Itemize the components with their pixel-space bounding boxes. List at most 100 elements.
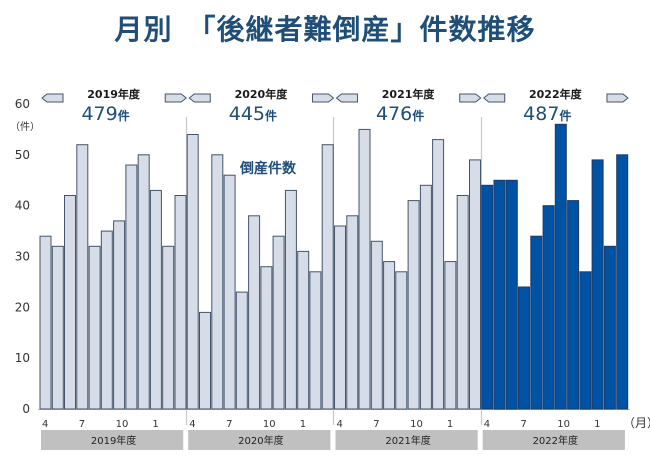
bar-2021年度-2: [456, 195, 469, 410]
x-tick-label: 1: [594, 419, 600, 430]
fiscal-year-total: 445件: [229, 103, 277, 125]
x-axis: 4 7 10 1 2019年度 4 7 10 1 2020年度 4 7 10 1 2021年度 4 7 10 1 20…: [41, 419, 625, 450]
fiscal-year-total-value: 487: [523, 103, 559, 125]
bar-2020年度-12: [284, 189, 297, 410]
fiscal-year-band-label: 2022年度: [533, 434, 578, 447]
right-arrow-icon: [606, 93, 629, 103]
x-tick-label: 1: [447, 419, 453, 430]
y-tick-label: 60: [15, 97, 30, 111]
bar-2021年度-10: [407, 200, 420, 410]
fiscal-year-label: 2019年度: [87, 87, 141, 101]
bar-2019年度-3: [174, 195, 187, 410]
bar-2022年度-3: [616, 154, 629, 410]
x-tick-label: 10: [263, 419, 276, 430]
fiscal-year-label: 2020年度: [235, 87, 289, 101]
fiscal-year-total-value: 445: [229, 103, 265, 125]
x-tick-label: 7: [79, 419, 85, 430]
fiscal-year-total-value: 476: [376, 103, 412, 125]
y-tick-label: 0: [22, 402, 30, 416]
fiscal-year-total: 476件: [376, 103, 424, 125]
bar-2022年度-7: [518, 286, 530, 410]
x-tick-label: 4: [484, 419, 490, 430]
x-tick-label: 4: [337, 419, 343, 430]
x-axis-unit-label: （月）: [623, 416, 650, 430]
bar-2021年度-8: [383, 261, 396, 410]
bar-2022年度-6: [505, 179, 518, 410]
fiscal-year-total: 487件: [523, 103, 571, 125]
bar-2019年度-11: [125, 164, 138, 410]
y-tick-label: 40: [15, 199, 30, 213]
x-tick-label: 1: [152, 419, 158, 430]
bar-2019年度-1: [149, 189, 162, 410]
right-arrow-icon: [459, 93, 482, 103]
right-arrow-icon: [311, 93, 335, 103]
series-label: 倒産件数: [239, 160, 297, 177]
bar-2021年度-11: [419, 184, 432, 410]
bar-2022年度-10: [554, 123, 567, 410]
bar-2019年度-6: [64, 195, 76, 410]
bar-2021年度-4: [334, 225, 346, 410]
bar-2021年度-9: [395, 271, 408, 410]
bar-2019年度-2: [162, 245, 175, 410]
bar-2021年度-3: [469, 159, 481, 410]
x-tick-label: 10: [410, 419, 423, 430]
bar-2020年度-6: [211, 154, 224, 410]
bars: [39, 123, 629, 410]
bar-2020年度-5: [199, 311, 211, 410]
bar-2022年度-1: [591, 159, 604, 410]
fiscal-year-band: [335, 430, 478, 450]
x-tick-label: 1: [300, 419, 306, 430]
fiscal-year-band: [482, 430, 625, 450]
fiscal-year-label: 2021年度: [382, 87, 436, 101]
left-arrow-icon: [335, 93, 358, 103]
bar-2020年度-2: [309, 271, 322, 410]
y-tick-label: 20: [15, 300, 30, 314]
fiscal-year-total-value: 479: [81, 103, 117, 125]
fiscal-year-total-unit: 件: [118, 108, 130, 123]
left-arrow-icon: [41, 93, 64, 103]
x-tick-label: 10: [116, 419, 129, 430]
fiscal-year-band-label: 2021年度: [385, 434, 430, 447]
y-tick-label: 50: [15, 148, 30, 162]
x-tick-label: 10: [557, 419, 570, 430]
bar-2019年度-7: [76, 144, 89, 410]
x-tick-label: 7: [373, 419, 379, 430]
right-arrow-icon: [164, 93, 188, 103]
y-tick-label: 10: [15, 351, 30, 365]
x-tick-label: 7: [521, 419, 527, 430]
bar-2021年度-1: [444, 261, 457, 410]
bar-2019年度-5: [51, 245, 64, 410]
bar-2022年度-4: [481, 184, 494, 410]
x-tick-label: 4: [42, 419, 48, 430]
bar-2019年度-4: [39, 235, 52, 410]
bar-2022年度-2: [603, 245, 616, 410]
fiscal-year-label: 2022年度: [529, 87, 583, 101]
y-tick-label: 30: [15, 250, 30, 264]
bar-2022年度-11: [567, 200, 580, 410]
bar-2020年度-9: [248, 215, 261, 410]
x-tick-label: 7: [226, 419, 232, 430]
bar-2019年度-10: [113, 220, 126, 410]
fiscal-year-band-label: 2019年度: [91, 434, 136, 447]
bar-2020年度-11: [272, 235, 285, 410]
bar-2019年度-12: [137, 154, 150, 410]
bar-2020年度-10: [260, 266, 273, 410]
left-arrow-icon: [188, 93, 211, 103]
fiscal-year-total: 479件: [81, 103, 129, 125]
bar-2022年度-8: [530, 235, 543, 410]
bar-2022年度-12: [579, 271, 592, 410]
bar-2019年度-9: [100, 230, 113, 410]
chart-title: 月別 「後継者難倒産」件数推移: [114, 13, 536, 46]
y-axis-unit-label: （件）: [10, 121, 40, 133]
fiscal-year-band-label: 2020年度: [238, 434, 283, 447]
bar-2019年度-8: [88, 245, 101, 410]
bar-2021年度-6: [358, 128, 371, 410]
x-tick-label: 4: [189, 419, 195, 430]
bar-2020年度-7: [223, 174, 236, 410]
fiscal-year-total-unit: 件: [559, 108, 571, 123]
bar-2021年度-5: [346, 215, 359, 410]
bar-2020年度-4: [186, 134, 199, 410]
fiscal-year-band: [41, 430, 184, 450]
